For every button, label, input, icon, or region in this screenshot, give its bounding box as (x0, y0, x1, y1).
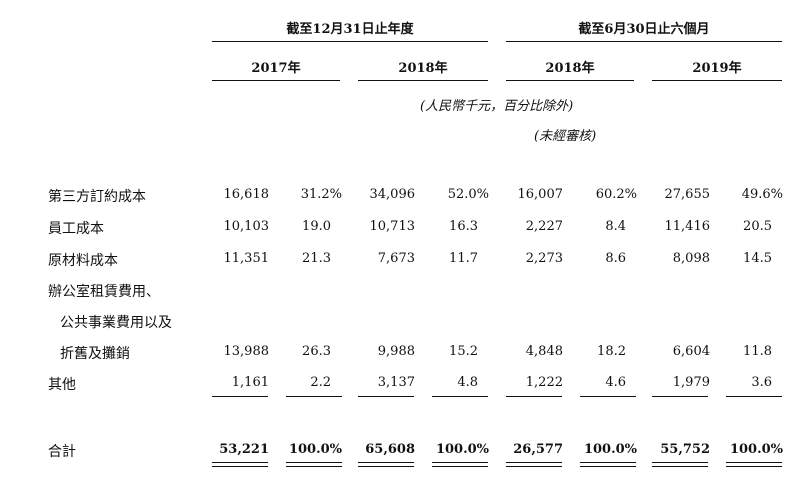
cell: 19.0 (302, 219, 331, 234)
cell: 11.7 (449, 251, 478, 266)
cell: 34,096 (369, 187, 416, 202)
total-cell: 53,221 (219, 442, 269, 457)
row-label-office-1: 辦公室租賃費用、 (48, 284, 160, 300)
subtotal-rule (358, 396, 414, 397)
total-double-rule (212, 462, 268, 467)
cell: 10,713 (369, 219, 416, 234)
cell: 6,604 (672, 344, 710, 359)
cell: 16,007 (517, 187, 564, 202)
row-label-third-party: 第三方訂約成本 (48, 189, 146, 205)
subtotal-rule (580, 396, 636, 397)
total-cell: 55,752 (660, 442, 710, 457)
row-label-materials: 原材料成本 (48, 253, 118, 269)
year-2018-6m-rule (506, 80, 634, 81)
cell: 4,848 (525, 344, 563, 359)
row-label-office-2: 公共事業費用以及 (60, 315, 172, 331)
header-fiscal-year-rule (212, 41, 488, 42)
row-label-office-3: 折舊及攤銷 (60, 346, 130, 362)
total-cell: 26,577 (513, 442, 563, 457)
cell: 7,673 (377, 251, 415, 266)
total-cell: 65,608 (365, 442, 415, 457)
subtotal-rule (286, 396, 342, 397)
cell: 18.2 (597, 344, 626, 359)
cell: 8,098 (672, 251, 710, 266)
cell: 26.3 (302, 344, 331, 359)
year-2019-6m-rule (652, 80, 782, 81)
cell: 1,979 (672, 375, 710, 390)
header-six-months-rule (506, 41, 782, 42)
cell: 2,273 (525, 251, 563, 266)
year-2018-6m: 2018年 (545, 61, 595, 76)
cell: 21.3 (302, 251, 331, 266)
row-label-total: 合計 (48, 444, 76, 460)
year-2017-rule (212, 80, 340, 81)
year-2017: 2017年 (251, 61, 301, 76)
cell: 3,137 (377, 375, 415, 390)
cell: 2.2 (310, 375, 331, 390)
cell: 8.6 (605, 251, 626, 266)
subtotal-rule (726, 396, 782, 397)
header-fiscal-year: 截至12月31日止年度 (286, 22, 414, 37)
cell: 3.6 (751, 375, 772, 390)
total-double-rule (432, 462, 488, 467)
row-label-staff: 員工成本 (48, 221, 104, 237)
subtotal-rule (652, 396, 708, 397)
total-cell: 100.0% (583, 442, 637, 457)
cell: 10,103 (223, 219, 270, 234)
cell: 2,227 (525, 219, 563, 234)
year-2018-fy: 2018年 (398, 61, 448, 76)
cell: 60.2% (595, 187, 637, 202)
unit-note: (人民幣千元，百分比除外) (420, 99, 574, 114)
cell: 52.0% (447, 187, 489, 202)
cell: 49.6% (741, 187, 783, 202)
unaudited-note: (未經審核) (534, 129, 597, 144)
total-cell: 100.0% (729, 442, 783, 457)
total-double-rule (652, 462, 708, 467)
year-2018-fy-rule (358, 80, 488, 81)
cell: 14.5 (743, 251, 772, 266)
cell: 1,161 (231, 375, 269, 390)
subtotal-rule (212, 396, 268, 397)
total-double-rule (358, 462, 414, 467)
subtotal-rule (506, 396, 562, 397)
cell: 11,351 (223, 251, 270, 266)
cell: 13,988 (223, 344, 270, 359)
cell: 31.2% (300, 187, 342, 202)
cell: 11.8 (743, 344, 772, 359)
total-double-rule (506, 462, 562, 467)
cell: 9,988 (377, 344, 415, 359)
cell: 4.8 (457, 375, 478, 390)
cell: 15.2 (449, 344, 478, 359)
cell: 11,416 (664, 219, 711, 234)
subtotal-rule (432, 396, 488, 397)
total-double-rule (580, 462, 636, 467)
row-label-other: 其他 (48, 377, 76, 393)
total-cell: 100.0% (435, 442, 489, 457)
total-double-rule (726, 462, 782, 467)
cell: 16.3 (449, 219, 478, 234)
cell: 8.4 (605, 219, 626, 234)
year-2019-6m: 2019年 (692, 61, 742, 76)
cell: 4.6 (605, 375, 626, 390)
cell: 16,618 (223, 187, 270, 202)
total-double-rule (286, 462, 342, 467)
total-cell: 100.0% (288, 442, 342, 457)
cell: 20.5 (743, 219, 772, 234)
cell: 1,222 (525, 375, 563, 390)
cell: 27,655 (664, 187, 711, 202)
header-six-months: 截至6月30日止六個月 (578, 22, 710, 37)
